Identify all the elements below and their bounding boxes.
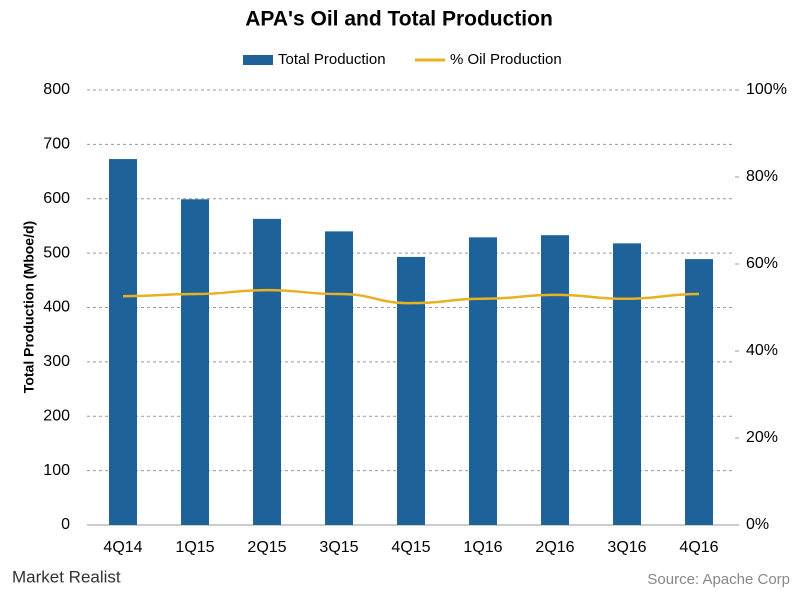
bar bbox=[469, 237, 497, 525]
y2-tick-label: 80% bbox=[746, 168, 778, 185]
source: Source: Apache Corp bbox=[647, 571, 790, 588]
legend-label: Total Production bbox=[278, 51, 386, 68]
bar bbox=[253, 218, 281, 525]
y-tick-label: 700 bbox=[43, 136, 70, 153]
y-axis-label: Total Production (Mboe/d) bbox=[21, 221, 37, 393]
legend-label: % Oil Production bbox=[450, 51, 562, 68]
x-tick-label: 2Q16 bbox=[535, 539, 574, 556]
x-tick-label: 1Q15 bbox=[175, 539, 214, 556]
x-tick-label: 4Q16 bbox=[679, 539, 718, 556]
y-tick-label: 300 bbox=[43, 353, 70, 370]
bar bbox=[181, 199, 209, 525]
line bbox=[122, 288, 700, 305]
brand: Market Realist bbox=[12, 567, 121, 586]
y2-tick-label: 100% bbox=[746, 81, 787, 98]
bar bbox=[325, 231, 353, 525]
legend-swatch bbox=[243, 55, 273, 65]
x-tick-label: 4Q15 bbox=[391, 539, 430, 556]
bar bbox=[397, 256, 425, 525]
y2-tick-label: 60% bbox=[746, 255, 778, 272]
y2-tick-label: 40% bbox=[746, 342, 778, 359]
y-tick-label: 800 bbox=[43, 81, 70, 98]
chart-title: APA's Oil and Total Production bbox=[245, 8, 553, 31]
bar bbox=[685, 259, 713, 525]
bar bbox=[541, 235, 569, 525]
bar bbox=[109, 159, 137, 525]
x-tick-label: 4Q14 bbox=[103, 539, 142, 556]
y2-tick-label: 0% bbox=[746, 516, 769, 533]
bar bbox=[613, 243, 641, 525]
x-tick-label: 2Q15 bbox=[247, 539, 286, 556]
x-tick-label: 3Q16 bbox=[607, 539, 646, 556]
y2-tick-label: 20% bbox=[746, 429, 778, 446]
y-tick-label: 500 bbox=[43, 244, 70, 261]
x-tick-label: 1Q16 bbox=[463, 539, 502, 556]
y-tick-label: 100 bbox=[43, 462, 70, 479]
y-tick-label: 400 bbox=[43, 299, 70, 316]
y-tick-label: 600 bbox=[43, 190, 70, 207]
y-tick-label: 0 bbox=[61, 516, 70, 533]
y-tick-label: 200 bbox=[43, 407, 70, 424]
x-tick-label: 3Q15 bbox=[319, 539, 358, 556]
